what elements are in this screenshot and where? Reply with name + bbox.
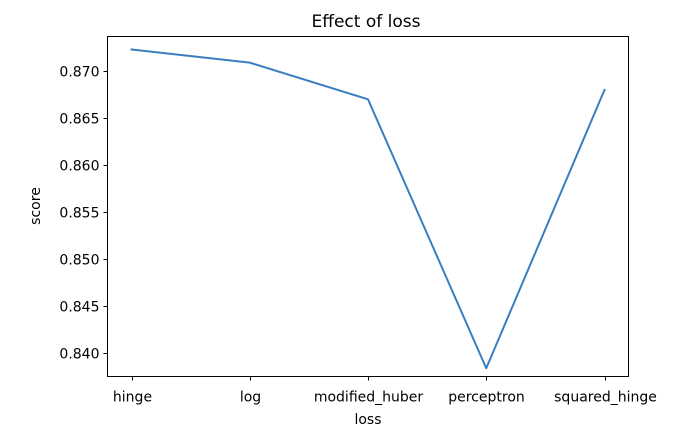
y-tick-label: 0.845 bbox=[59, 300, 99, 316]
y-axis-ticks: 0.840 0.845 0.850 0.855 0.860 0.865 0.870 bbox=[59, 65, 108, 363]
y-tick-label: 0.865 bbox=[59, 112, 99, 128]
y-tick-label: 0.860 bbox=[59, 159, 99, 175]
series-layer bbox=[130, 48, 606, 370]
x-tick-label: hinge bbox=[113, 390, 152, 406]
series-line bbox=[130, 48, 606, 370]
x-tick-label: squared_hinge bbox=[554, 390, 657, 406]
y-tick-label: 0.870 bbox=[59, 65, 99, 81]
x-tick-label: log bbox=[240, 390, 261, 406]
x-axis-label: loss bbox=[354, 412, 381, 425]
y-tick-label: 0.840 bbox=[59, 347, 99, 363]
chart-title: Effect of loss bbox=[312, 12, 421, 32]
y-tick-label: 0.855 bbox=[59, 206, 99, 222]
x-axis-ticks: hinge log modified_huber perceptron squared_… bbox=[113, 376, 657, 406]
x-tick-label: perceptron bbox=[448, 390, 525, 406]
y-tick-label: 0.850 bbox=[59, 253, 99, 269]
x-tick-label: modified_huber bbox=[314, 390, 424, 406]
plot-area-frame bbox=[107, 36, 629, 377]
y-axis-label: score bbox=[28, 187, 44, 225]
